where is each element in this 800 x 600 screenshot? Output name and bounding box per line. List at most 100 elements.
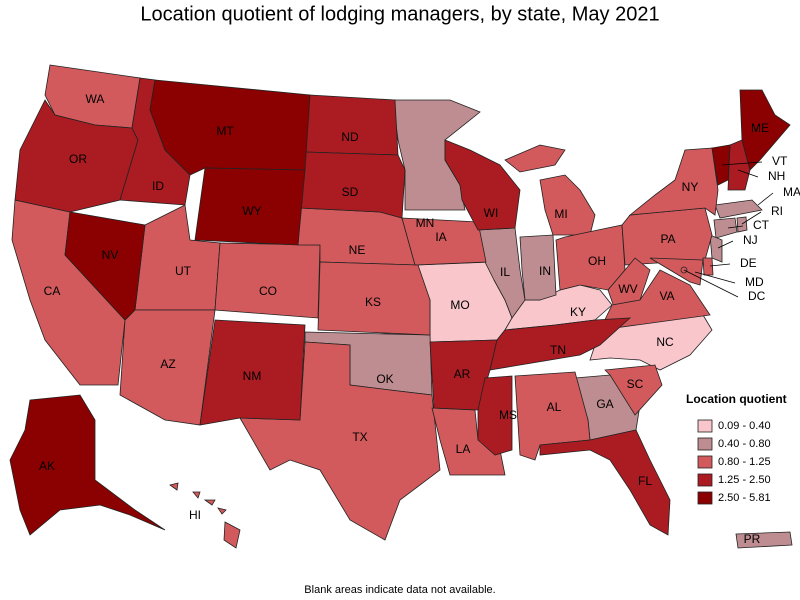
state-label: PA bbox=[660, 232, 675, 246]
state-label: AZ bbox=[160, 357, 175, 371]
state-label: IL bbox=[500, 265, 510, 279]
state bbox=[736, 216, 748, 233]
state-label: LA bbox=[456, 442, 471, 456]
state-label: KS bbox=[365, 295, 381, 309]
state-label: SC bbox=[627, 377, 644, 391]
state bbox=[203, 499, 216, 506]
state-label: CA bbox=[44, 284, 61, 298]
legend-label: 0.40 - 0.80 bbox=[718, 438, 771, 450]
state bbox=[214, 242, 321, 319]
state bbox=[444, 139, 521, 231]
state-label: MT bbox=[216, 124, 234, 138]
state-label: DC bbox=[748, 289, 766, 303]
state-label: MI bbox=[554, 207, 567, 221]
state bbox=[589, 309, 713, 371]
state-label: ME bbox=[751, 121, 769, 135]
map-title: Location quotient of lodging managers, b… bbox=[140, 3, 659, 25]
state bbox=[304, 94, 399, 156]
state-label: GA bbox=[596, 397, 613, 411]
state-label: AR bbox=[454, 367, 471, 381]
state bbox=[192, 491, 201, 499]
callout bbox=[709, 263, 731, 267]
state bbox=[317, 261, 431, 336]
callout bbox=[683, 269, 739, 298]
state-label: ND bbox=[341, 130, 359, 144]
callout bbox=[757, 192, 774, 206]
state bbox=[709, 234, 723, 263]
state-label: CO bbox=[259, 284, 277, 298]
state-label: MS bbox=[499, 408, 517, 422]
state-label: RI bbox=[771, 204, 783, 218]
state bbox=[9, 394, 166, 536]
state bbox=[735, 531, 793, 549]
state bbox=[539, 174, 596, 236]
state bbox=[223, 521, 241, 549]
state-label: VT bbox=[772, 154, 788, 168]
state-label: MN bbox=[416, 216, 435, 230]
state-label: NH bbox=[768, 169, 785, 183]
state-label: PR bbox=[744, 532, 761, 546]
state bbox=[239, 341, 441, 541]
state-label: NY bbox=[682, 180, 699, 194]
state bbox=[401, 217, 487, 266]
state-label: WA bbox=[86, 92, 105, 106]
callout bbox=[721, 161, 763, 166]
state bbox=[504, 144, 566, 173]
state-label: WY bbox=[242, 204, 261, 218]
state-label: MA bbox=[783, 185, 800, 199]
state-label: VA bbox=[659, 289, 674, 303]
state-label: IA bbox=[435, 230, 446, 244]
state-label: AK bbox=[39, 459, 55, 473]
state-label: WI bbox=[484, 206, 499, 220]
callout bbox=[694, 271, 736, 284]
state bbox=[64, 211, 146, 321]
state-label: NC bbox=[656, 335, 674, 349]
state bbox=[194, 167, 306, 246]
state-label: FL bbox=[638, 474, 652, 488]
state-label: CT bbox=[753, 218, 770, 232]
state-label: MD bbox=[745, 275, 764, 289]
legend-label: 0.09 - 0.40 bbox=[718, 420, 771, 432]
state bbox=[702, 257, 714, 276]
legend-title: Location quotient bbox=[686, 392, 787, 406]
state bbox=[489, 317, 632, 371]
state bbox=[649, 257, 704, 286]
legend-label: 0.80 - 1.25 bbox=[718, 456, 771, 468]
state-label: MO bbox=[450, 298, 469, 312]
state bbox=[431, 407, 506, 476]
state bbox=[713, 217, 738, 239]
callout bbox=[741, 211, 762, 225]
state-label: ID bbox=[152, 179, 164, 193]
state-label: DE bbox=[740, 256, 757, 270]
note: Blank areas indicate data not available. bbox=[304, 584, 495, 596]
state-label: NJ bbox=[743, 233, 758, 247]
callout bbox=[737, 169, 759, 178]
legend-label: 2.50 - 5.81 bbox=[718, 492, 771, 504]
state bbox=[217, 507, 227, 515]
legend-swatch bbox=[697, 455, 713, 469]
state bbox=[739, 89, 791, 171]
states bbox=[9, 64, 793, 549]
legend-label: 1.25 - 2.50 bbox=[718, 474, 771, 486]
state-label: AL bbox=[547, 400, 562, 414]
state bbox=[711, 144, 731, 186]
state bbox=[477, 227, 526, 319]
state-label: OK bbox=[376, 372, 393, 386]
state bbox=[169, 482, 179, 491]
state-label: NE bbox=[349, 243, 366, 257]
state-label: NV bbox=[102, 248, 119, 262]
state-label: WV bbox=[618, 282, 637, 296]
callout bbox=[717, 240, 734, 249]
state-label: OR bbox=[69, 152, 87, 166]
legend-swatch bbox=[697, 473, 713, 487]
state bbox=[149, 79, 311, 176]
legend-swatch bbox=[697, 491, 713, 505]
legend-swatch bbox=[697, 437, 713, 451]
state bbox=[199, 319, 306, 426]
state bbox=[714, 199, 763, 219]
state-label: KY bbox=[570, 305, 586, 319]
state-label: SD bbox=[342, 185, 359, 199]
